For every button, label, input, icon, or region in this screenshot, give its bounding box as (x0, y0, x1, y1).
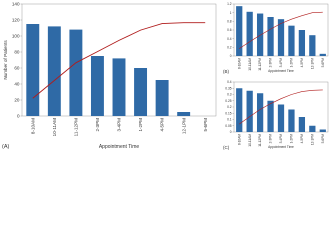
x-tick-label: 12-1PM (310, 58, 314, 70)
y-axis-label: Number of Patients (3, 40, 8, 80)
x-tick-label: 10-11AM (52, 118, 57, 136)
y-tick-label: 0.2 (227, 105, 232, 109)
y-tick-label: 0.15 (225, 111, 231, 115)
bar (155, 80, 169, 116)
y-tick-label: 0.6 (227, 28, 232, 32)
y-tick-label: 0.8 (227, 19, 232, 23)
y-tick-label: 0 (230, 130, 232, 134)
bar (256, 93, 264, 132)
x-tick-label: 10-11AM (248, 58, 252, 71)
y-tick-label: 0.1 (227, 118, 232, 122)
x-tick-label: 4-5PM (300, 134, 304, 144)
bar (47, 26, 61, 116)
y-tick-label: 1 (230, 11, 232, 15)
x-tick-label: 12-1PM (181, 118, 186, 134)
x-tick-label: 1-2PM (290, 58, 294, 68)
y-tick-label: 40 (14, 82, 20, 87)
bar (319, 53, 326, 56)
y-tick-label: 20 (14, 98, 20, 103)
x-tick-label: 11-12PM (73, 118, 78, 136)
y-tick-label: 0.4 (227, 80, 232, 84)
x-tick-label: 4-5PM (300, 58, 304, 68)
bar (246, 90, 253, 132)
y-tick-label: 1.2 (227, 2, 232, 6)
x-tick-label: 1-2PM (290, 134, 294, 144)
bar (267, 17, 274, 56)
x-tick-label: 5-6PM (321, 134, 325, 144)
bar (319, 129, 326, 132)
y-tick-label: 0.2 (227, 45, 232, 49)
x-tick-label: 8-10AM (237, 134, 241, 146)
y-tick-label: 80 (14, 50, 20, 55)
bar (267, 100, 274, 132)
y-tick-label: 100 (12, 34, 20, 39)
panel-label: (C) (223, 145, 230, 150)
x-tick-label: 5-6PM (321, 58, 325, 68)
bar (298, 30, 306, 56)
cumulative-line (32, 22, 206, 99)
y-tick-label: 0 (17, 114, 20, 119)
bar (236, 88, 243, 132)
x-tick-label: 5-6PM (203, 118, 208, 132)
x-tick-label: 3-4PM (279, 58, 283, 68)
bar (26, 24, 40, 116)
bar (288, 109, 295, 132)
y-tick-label: 120 (12, 18, 20, 23)
panel-label: (B) (223, 69, 230, 74)
x-axis-label: Appointment Time (99, 144, 140, 150)
x-tick-label: 8-10AM (237, 58, 241, 70)
x-tick-label: 10-11AM (248, 134, 252, 147)
y-tick-label: 0.3 (227, 93, 232, 97)
x-tick-label: 1-2PM (138, 118, 143, 132)
y-tick-label: 0.05 (225, 124, 231, 128)
x-tick-label: 12-1PM (310, 134, 314, 146)
bar (112, 58, 126, 116)
bar (288, 25, 295, 56)
x-axis-label: Appointment Time (268, 145, 294, 149)
bar (277, 104, 285, 132)
x-tick-label: 11-12PM (258, 134, 262, 147)
y-tick-label: 0.25 (225, 99, 231, 103)
x-tick-label: 11-12PM (258, 58, 262, 71)
x-tick-label: 3-4PM (117, 118, 122, 132)
y-tick-label: 140 (12, 2, 20, 7)
y-tick-label: 60 (14, 66, 20, 71)
bar (309, 125, 316, 132)
bar (309, 35, 316, 56)
bar (90, 56, 104, 116)
bar (134, 68, 148, 116)
bar (298, 117, 306, 132)
bar (277, 19, 285, 57)
x-tick-label: 2-3PM (95, 118, 100, 132)
bar (246, 11, 253, 57)
x-tick-label: 2-3PM (269, 134, 273, 144)
bar (69, 29, 83, 117)
x-tick-label: 3-4PM (279, 134, 283, 144)
bar (236, 6, 243, 56)
panel-label: (A) (2, 144, 10, 150)
bar (177, 112, 191, 116)
x-tick-label: 8-10AM (30, 118, 35, 134)
x-tick-label: 2-3PM (269, 58, 273, 68)
x-axis-label: Appointment Time (268, 69, 294, 73)
y-tick-label: 0.35 (225, 86, 231, 90)
x-tick-label: 4-5PM (160, 118, 165, 132)
bar (256, 13, 264, 56)
y-tick-label: 0 (230, 54, 232, 58)
cumulative-line (239, 89, 323, 125)
y-tick-label: 0.4 (227, 37, 232, 41)
cumulative-line (239, 11, 323, 49)
